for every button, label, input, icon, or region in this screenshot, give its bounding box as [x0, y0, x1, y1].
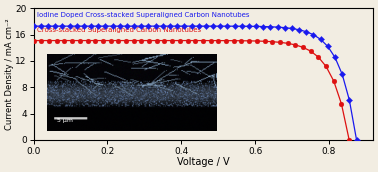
X-axis label: Voltage / V: Voltage / V: [177, 157, 230, 167]
Text: Iodine Doped Cross-stacked Superaligned Carbon Nanotubes: Iodine Doped Cross-stacked Superaligned …: [37, 12, 249, 18]
Y-axis label: Current Density / mA cm⁻²: Current Density / mA cm⁻²: [5, 18, 14, 130]
Text: Cross-stacked Superaligned Carbon Nanotubes: Cross-stacked Superaligned Carbon Nanotu…: [37, 27, 201, 33]
